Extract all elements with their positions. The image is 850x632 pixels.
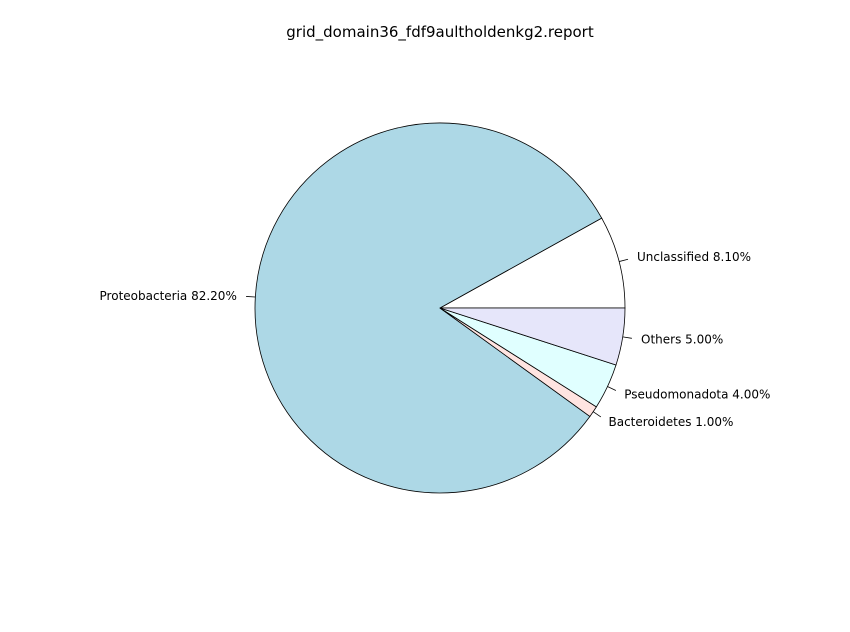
leader-line-unclassified <box>618 258 629 262</box>
leader-line-proteobacteria <box>246 296 256 298</box>
pie-slice-unclassified <box>438 217 626 309</box>
slice-labels: Unclassified 8.10% Proteobacteria 82.20% B… <box>100 250 771 429</box>
pie-slices <box>254 122 626 494</box>
slice-label-pseudomonadota: Pseudomonadota 4.00% <box>624 387 770 401</box>
chart-title: grid_domain36_fdf9aultholdenkg2.report <box>286 23 594 42</box>
slice-label-others: Others 5.00% <box>641 333 723 347</box>
leader-line-others <box>622 336 632 339</box>
pie-slice-proteobacteria <box>254 122 603 494</box>
leader-line-pseudomonadota <box>607 386 617 391</box>
slice-label-bacteroidetes: Bacteroidetes 1.00% <box>609 415 734 429</box>
leader-line-bacteroidetes <box>592 411 602 418</box>
slice-label-unclassified: Unclassified 8.10% <box>637 250 751 264</box>
slice-label-proteobacteria: Proteobacteria 82.20% <box>100 289 237 303</box>
leader-lines <box>246 258 632 418</box>
